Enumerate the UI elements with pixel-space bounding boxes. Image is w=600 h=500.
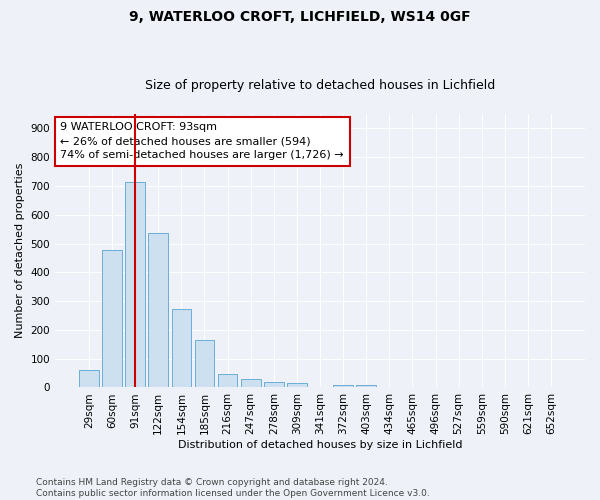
Bar — [218, 374, 238, 388]
Title: Size of property relative to detached houses in Lichfield: Size of property relative to detached ho… — [145, 79, 495, 92]
Bar — [79, 370, 99, 388]
Bar — [356, 386, 376, 388]
Bar — [148, 233, 168, 388]
Bar — [334, 385, 353, 388]
Text: Contains HM Land Registry data © Crown copyright and database right 2024.
Contai: Contains HM Land Registry data © Crown c… — [36, 478, 430, 498]
Bar — [264, 382, 284, 388]
Text: 9 WATERLOO CROFT: 93sqm
← 26% of detached houses are smaller (594)
74% of semi-d: 9 WATERLOO CROFT: 93sqm ← 26% of detache… — [61, 122, 344, 160]
X-axis label: Distribution of detached houses by size in Lichfield: Distribution of detached houses by size … — [178, 440, 462, 450]
Bar — [194, 340, 214, 388]
Bar — [102, 250, 122, 388]
Text: 9, WATERLOO CROFT, LICHFIELD, WS14 0GF: 9, WATERLOO CROFT, LICHFIELD, WS14 0GF — [129, 10, 471, 24]
Y-axis label: Number of detached properties: Number of detached properties — [15, 163, 25, 338]
Bar — [125, 182, 145, 388]
Bar — [287, 383, 307, 388]
Bar — [241, 378, 260, 388]
Bar — [172, 310, 191, 388]
